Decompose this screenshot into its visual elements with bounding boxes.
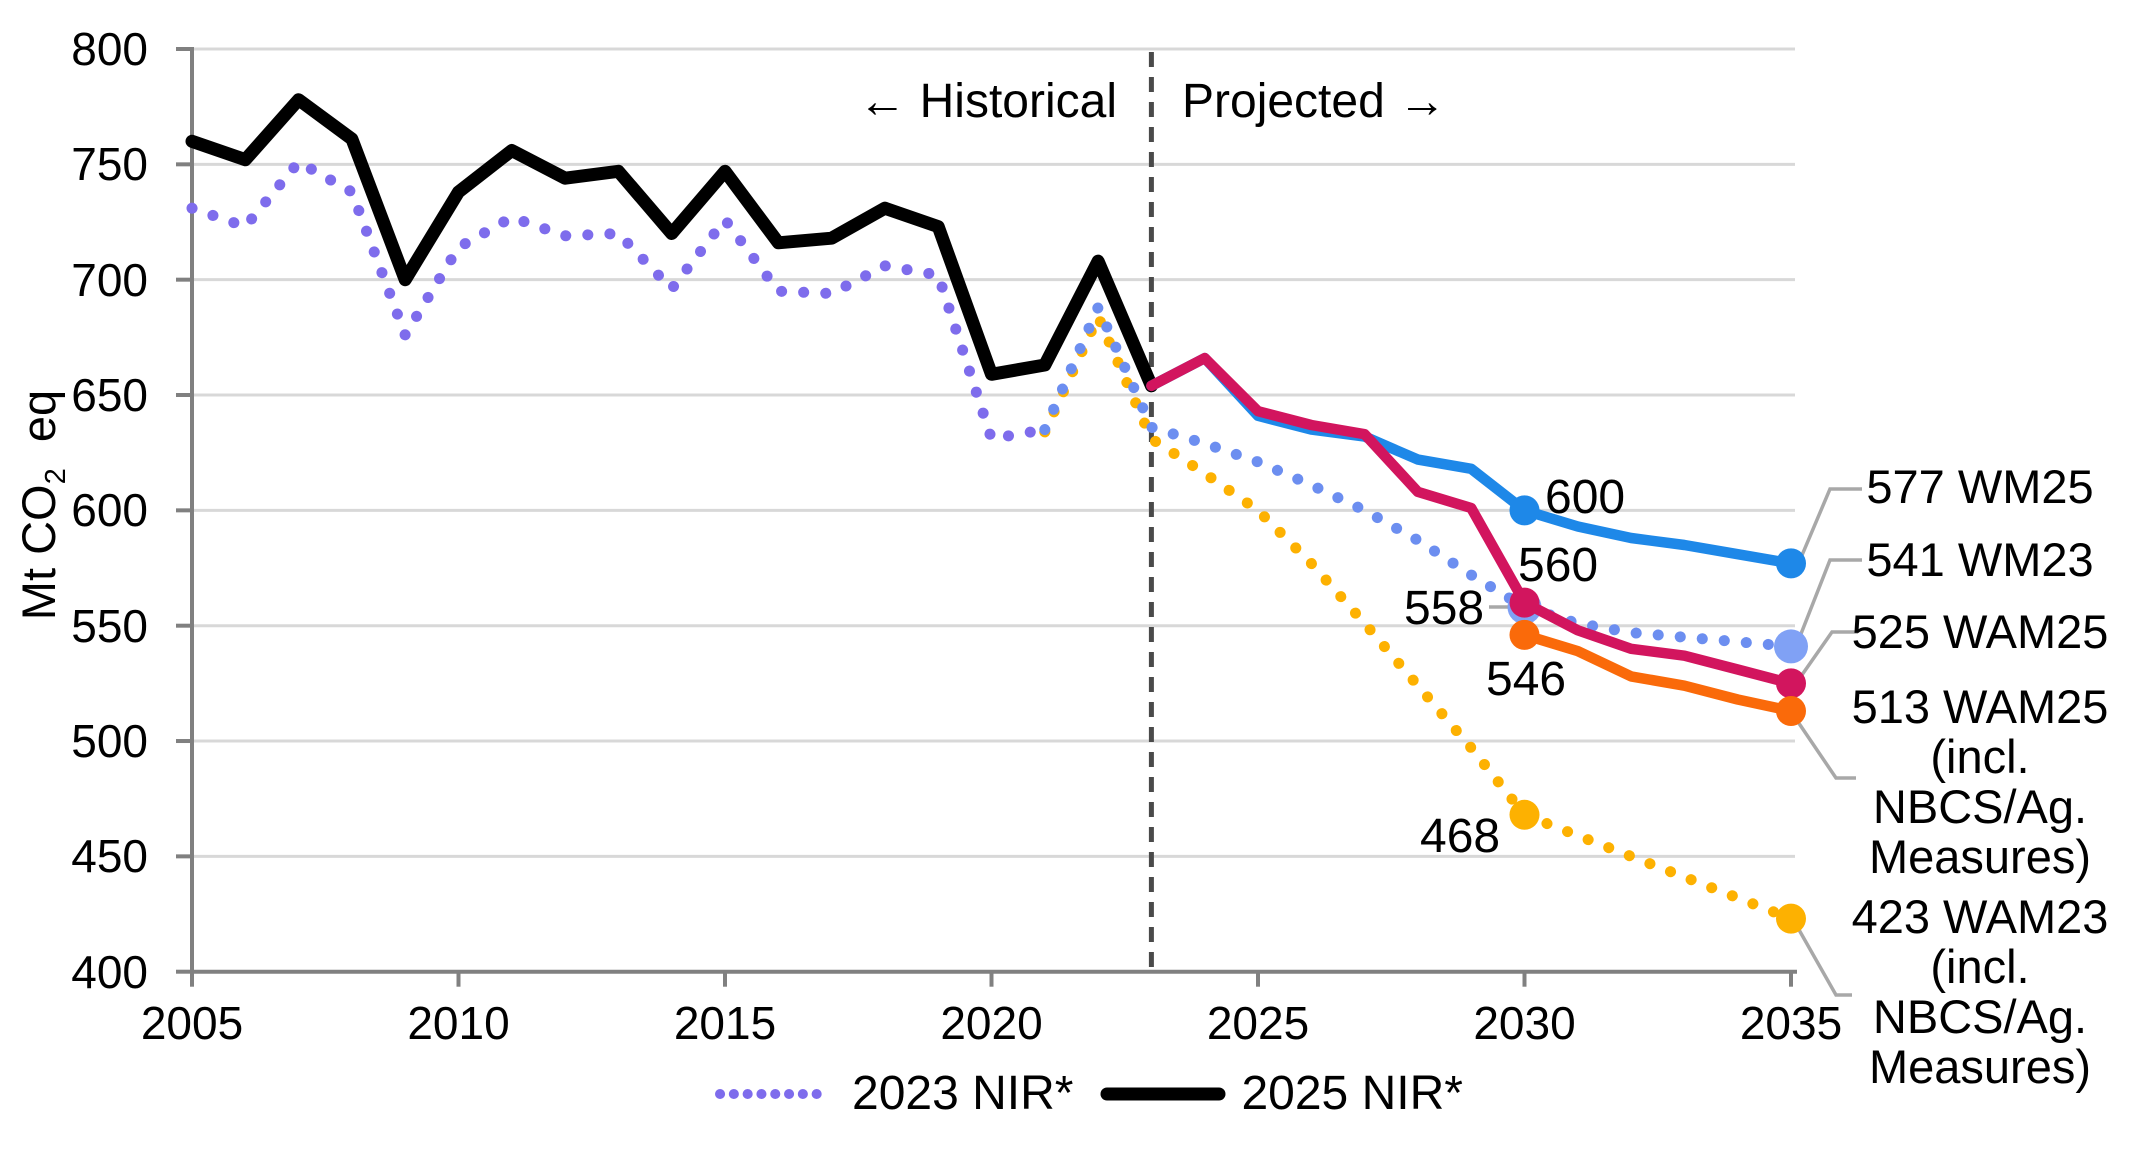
end-label-wm25: 577 WM25	[1866, 460, 2094, 513]
y-axis-tick-label: 700	[71, 253, 148, 306]
end-label-wam23-incl-nbcs: 423 WAM23 (incl. NBCS/Ag. Measures)	[1851, 890, 2109, 1093]
dotted-line-swatch-icon	[715, 1088, 835, 1099]
y-axis-title: Mt CO2 eq	[11, 390, 73, 620]
y-axis-tick-label: 750	[71, 138, 148, 191]
leader-line	[1792, 920, 1852, 997]
end-label-wm23: 541 WM23	[1866, 533, 2094, 586]
series-marker-wm25-2035	[1776, 548, 1806, 579]
x-axis-tick-label: 2030	[1473, 997, 1576, 1049]
series-line-nir2025	[185, 93, 1158, 393]
legend-label-2025-nir: 2025 NIR*	[1241, 1067, 1463, 1120]
series-marker-wam25-2035	[1776, 668, 1806, 699]
legend-label-2023-nir: 2023 NIR*	[852, 1067, 1074, 1120]
leader-line	[1792, 715, 1856, 780]
x-axis-tick-label: 2015	[673, 997, 777, 1049]
series-line-nir2023	[186, 156, 1051, 445]
legend-item-2023-nir: 2023 NIR*	[712, 1066, 1073, 1121]
series-marker-wam25incl-2030	[1509, 619, 1540, 650]
series-marker-wm23-2035	[1774, 629, 1808, 664]
leader-line	[1795, 630, 1858, 684]
data-label-wm25-2030: 600	[1545, 471, 1626, 524]
end-label-wam25-incl-nbcs: 513 WAM25 (incl. NBCS/Ag. Measures)	[1851, 680, 2109, 883]
y-axis-title-subscript: 2	[40, 468, 73, 485]
series-line-wm23	[1039, 301, 1797, 652]
legend: 2023 NIR* 2025 NIR*	[712, 1066, 1463, 1121]
y-axis-tick-label: 400	[71, 945, 148, 998]
series-marker-wam23-2030	[1509, 799, 1540, 830]
y-axis-tick-label: 600	[71, 484, 148, 537]
x-axis-tick-label: 2035	[1739, 997, 1843, 1049]
legend-item-2025-nir: 2025 NIR*	[1099, 1066, 1463, 1121]
y-axis-tick-label: 550	[71, 599, 148, 652]
x-axis-tick-label: 2020	[940, 997, 1043, 1049]
solid-line-swatch-icon	[1100, 1087, 1226, 1100]
leader-line	[1795, 487, 1862, 568]
y-axis-tick-label: 800	[71, 23, 148, 75]
x-axis-tick-label: 2025	[1206, 997, 1310, 1049]
series-line-wm25	[1146, 352, 1797, 569]
series-line-wam25incl	[1519, 629, 1797, 717]
data-label-wam25incl-2030: 546	[1486, 653, 1567, 706]
series-marker-wm25-2030	[1509, 495, 1540, 526]
y-axis-tick-label: 650	[71, 369, 148, 421]
series-marker-wam25-2030	[1509, 587, 1540, 618]
leader-line	[1795, 558, 1862, 645]
y-axis-tick-label: 450	[71, 830, 148, 883]
series-marker-wam23-2035	[1776, 903, 1806, 934]
historical-region-label: ← Historical	[858, 75, 1117, 128]
series-line-wam25	[1146, 352, 1797, 689]
end-label-wam25: 525 WAM25	[1851, 605, 2109, 658]
y-axis-tick-label: 500	[71, 715, 148, 768]
x-axis-tick-label: 2005	[140, 997, 244, 1049]
series-line-wam23	[1039, 311, 1797, 925]
y-axis-title-unit: eq	[11, 389, 65, 469]
y-axis-title-text: Mt CO	[11, 484, 65, 621]
data-label-wm23-2030: 558	[1404, 582, 1485, 635]
x-axis-tick-label: 2010	[407, 997, 510, 1049]
series-marker-wam25incl-2035	[1776, 696, 1806, 726]
data-label-wam25-2030: 560	[1518, 539, 1599, 592]
projected-region-label: Projected →	[1182, 75, 1447, 128]
data-label-wam23-2030: 468	[1420, 810, 1501, 863]
